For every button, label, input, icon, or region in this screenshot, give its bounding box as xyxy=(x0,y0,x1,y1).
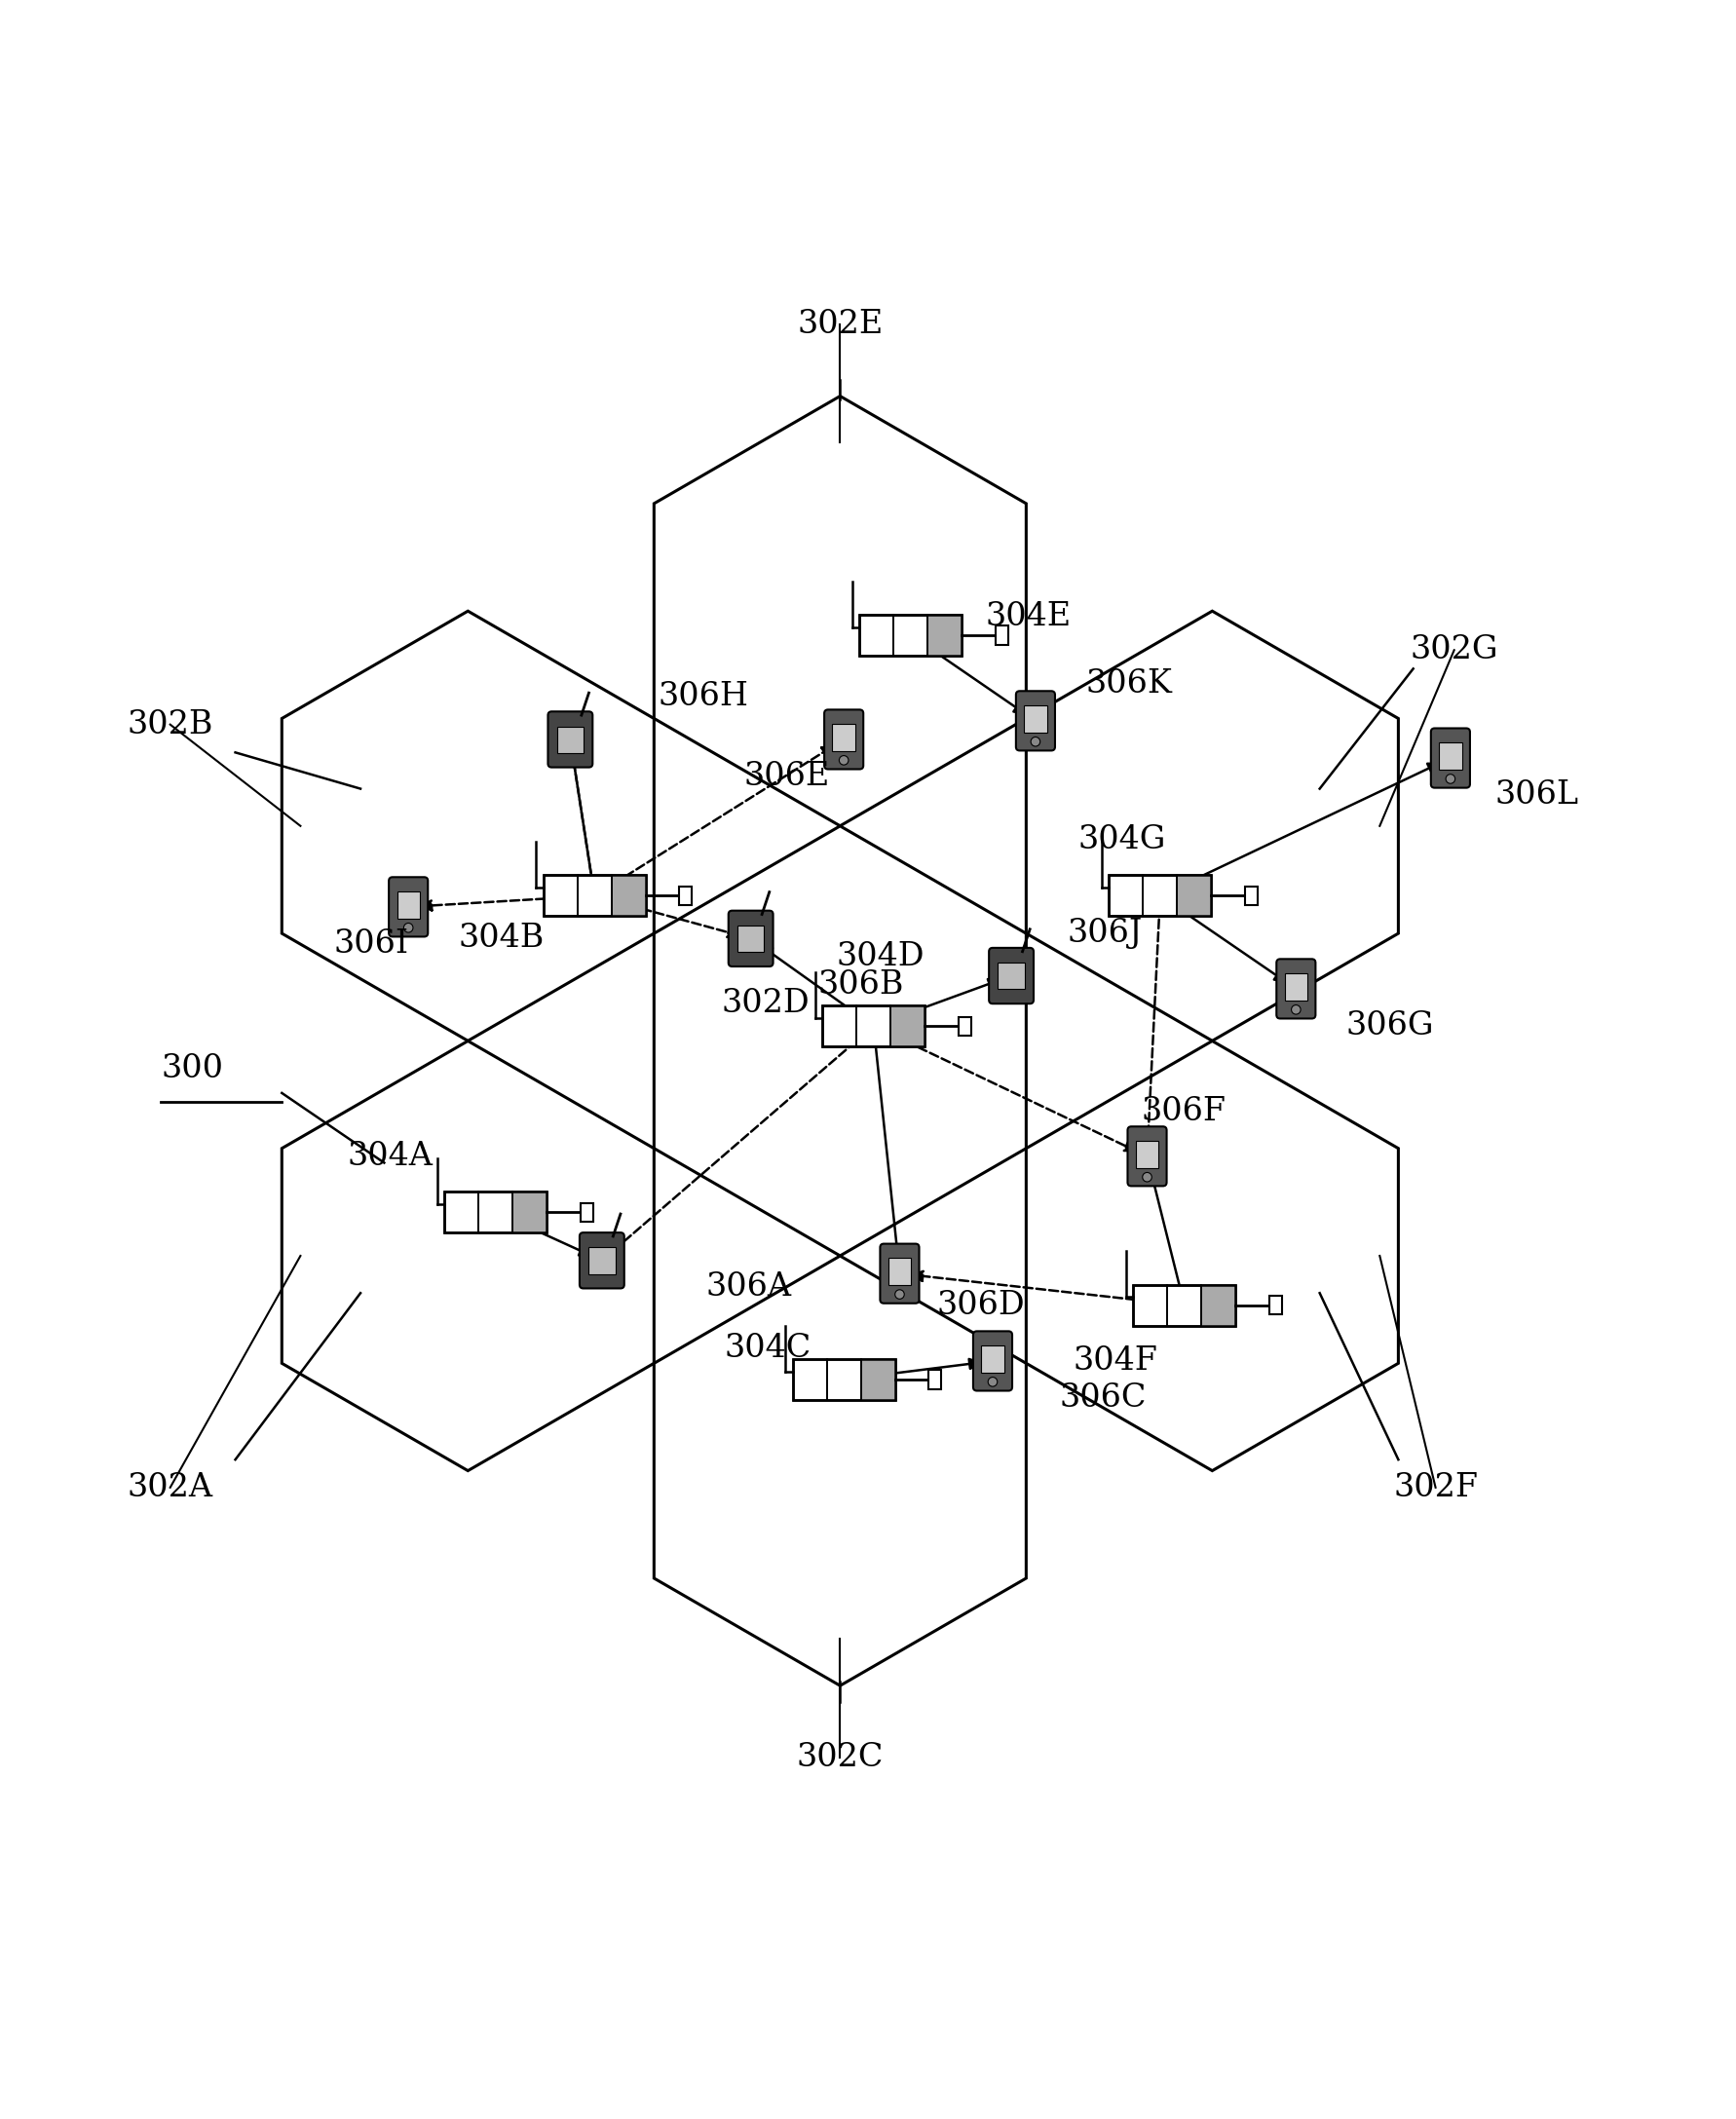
Text: 304B: 304B xyxy=(458,924,545,954)
FancyBboxPatch shape xyxy=(557,727,583,752)
Text: 306B: 306B xyxy=(818,971,904,1000)
FancyBboxPatch shape xyxy=(990,947,1033,1004)
Text: 302D: 302D xyxy=(722,987,809,1019)
FancyBboxPatch shape xyxy=(1430,729,1470,788)
Bar xyxy=(580,1204,594,1221)
FancyBboxPatch shape xyxy=(1134,1284,1236,1326)
Text: 304A: 304A xyxy=(347,1140,432,1172)
Text: 302F: 302F xyxy=(1394,1473,1477,1502)
FancyBboxPatch shape xyxy=(1109,875,1212,915)
FancyBboxPatch shape xyxy=(549,712,592,767)
Text: 306L: 306L xyxy=(1495,780,1578,812)
Text: 304G: 304G xyxy=(1078,824,1167,856)
FancyBboxPatch shape xyxy=(729,911,773,966)
FancyBboxPatch shape xyxy=(880,1244,918,1303)
Circle shape xyxy=(1446,773,1455,784)
Text: 306K: 306K xyxy=(1085,667,1172,699)
FancyBboxPatch shape xyxy=(1439,742,1462,769)
Circle shape xyxy=(988,1377,996,1386)
FancyBboxPatch shape xyxy=(1135,1140,1158,1168)
Bar xyxy=(679,886,693,905)
Polygon shape xyxy=(654,826,1026,1257)
Text: 306D: 306D xyxy=(937,1290,1026,1320)
Bar xyxy=(611,875,646,915)
Text: 306I: 306I xyxy=(333,928,410,960)
FancyBboxPatch shape xyxy=(543,875,646,915)
Circle shape xyxy=(1031,737,1040,746)
Polygon shape xyxy=(281,1040,654,1471)
Text: 302C: 302C xyxy=(797,1742,884,1774)
Circle shape xyxy=(1292,1004,1300,1015)
Polygon shape xyxy=(281,610,654,1040)
Text: 304E: 304E xyxy=(986,602,1071,631)
Polygon shape xyxy=(654,1257,1026,1685)
FancyBboxPatch shape xyxy=(833,725,856,750)
FancyBboxPatch shape xyxy=(825,710,863,769)
Bar xyxy=(995,625,1009,644)
Circle shape xyxy=(1142,1172,1151,1182)
Bar xyxy=(1201,1284,1236,1326)
FancyBboxPatch shape xyxy=(981,1346,1003,1373)
Bar xyxy=(927,615,962,655)
FancyBboxPatch shape xyxy=(998,962,1024,990)
FancyBboxPatch shape xyxy=(859,615,962,655)
Polygon shape xyxy=(654,396,1026,826)
Text: 304D: 304D xyxy=(837,941,925,973)
FancyBboxPatch shape xyxy=(1128,1127,1167,1187)
FancyBboxPatch shape xyxy=(738,926,764,951)
FancyBboxPatch shape xyxy=(889,1259,911,1284)
FancyBboxPatch shape xyxy=(1024,706,1047,733)
Text: 306C: 306C xyxy=(1059,1382,1147,1413)
FancyBboxPatch shape xyxy=(398,892,420,918)
FancyBboxPatch shape xyxy=(1285,973,1307,1000)
Text: 306G: 306G xyxy=(1345,1011,1434,1043)
Text: 302A: 302A xyxy=(127,1473,214,1502)
Text: 300: 300 xyxy=(161,1053,224,1085)
Bar xyxy=(891,1007,925,1047)
Bar xyxy=(1177,875,1212,915)
Text: 306H: 306H xyxy=(658,680,748,712)
Text: 302G: 302G xyxy=(1410,634,1498,665)
Circle shape xyxy=(896,1290,904,1299)
Text: 306A: 306A xyxy=(707,1271,792,1303)
Bar xyxy=(958,1017,970,1036)
FancyBboxPatch shape xyxy=(1276,960,1316,1019)
Bar xyxy=(861,1358,896,1401)
Text: 304F: 304F xyxy=(1073,1346,1158,1377)
Bar xyxy=(929,1371,941,1388)
Text: 302E: 302E xyxy=(797,309,884,339)
FancyBboxPatch shape xyxy=(589,1248,615,1274)
FancyBboxPatch shape xyxy=(444,1191,547,1233)
Text: 306J: 306J xyxy=(1068,918,1142,949)
Bar xyxy=(512,1191,547,1233)
Circle shape xyxy=(838,756,849,765)
Text: 306F: 306F xyxy=(1142,1096,1226,1127)
FancyBboxPatch shape xyxy=(580,1233,625,1288)
Circle shape xyxy=(404,924,413,932)
FancyBboxPatch shape xyxy=(1016,691,1055,750)
Bar xyxy=(1269,1297,1283,1314)
Text: 302B: 302B xyxy=(127,710,214,740)
FancyBboxPatch shape xyxy=(389,877,427,937)
Polygon shape xyxy=(1026,610,1397,1040)
FancyBboxPatch shape xyxy=(974,1331,1012,1390)
Bar xyxy=(1245,886,1259,905)
FancyBboxPatch shape xyxy=(823,1007,925,1047)
Text: 306E: 306E xyxy=(743,761,830,793)
FancyBboxPatch shape xyxy=(793,1358,896,1401)
Polygon shape xyxy=(1026,1040,1397,1471)
Text: 304C: 304C xyxy=(724,1333,812,1363)
